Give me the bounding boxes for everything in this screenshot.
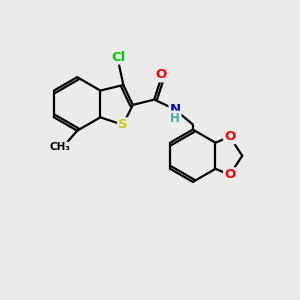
Text: Cl: Cl — [111, 51, 125, 64]
Text: O: O — [224, 168, 236, 181]
Text: H: H — [170, 112, 180, 124]
Text: O: O — [155, 68, 166, 81]
Text: CH₃: CH₃ — [50, 142, 71, 152]
Text: O: O — [224, 130, 236, 143]
Text: N: N — [169, 103, 181, 116]
Text: S: S — [118, 118, 128, 131]
